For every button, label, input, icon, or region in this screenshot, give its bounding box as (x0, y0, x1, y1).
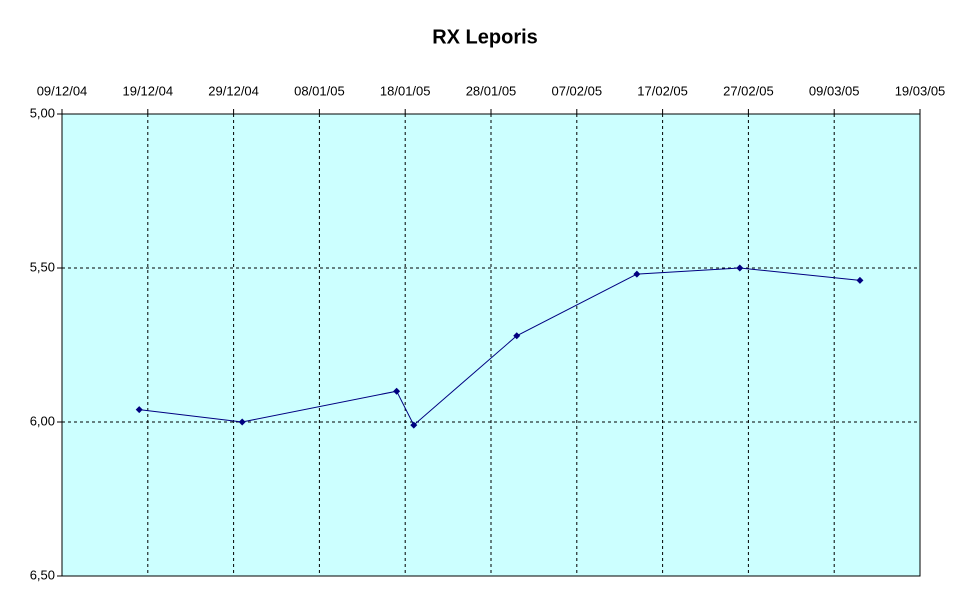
data-point (135, 406, 143, 414)
x-tick-label: 08/01/05 (294, 83, 345, 98)
data-point (393, 387, 401, 395)
y-tick-label: 6,50 (30, 567, 55, 582)
x-tick-label: 19/12/04 (122, 83, 173, 98)
x-tick-label: 09/12/04 (37, 83, 88, 98)
data-point (238, 418, 246, 426)
data-point (513, 332, 521, 340)
chart-title: RX Leporis (432, 26, 538, 48)
y-tick-label: 5,50 (30, 259, 55, 274)
series-line (139, 267, 860, 426)
x-tick-label: 27/02/05 (723, 83, 774, 98)
x-tick-label: 19/03/05 (895, 83, 946, 98)
data-point (856, 276, 864, 284)
x-tick-label: 18/01/05 (380, 83, 431, 98)
data-point (633, 270, 641, 278)
x-tick-label: 29/12/04 (208, 83, 259, 98)
y-tick-label: 6,00 (30, 413, 55, 428)
data-point (736, 264, 744, 272)
x-tick-label: 07/02/05 (551, 83, 602, 98)
x-tick-label: 28/01/05 (466, 83, 517, 98)
y-tick-label: 5,00 (30, 105, 55, 120)
plot-border (61, 113, 921, 577)
x-tick-label: 17/02/05 (637, 83, 688, 98)
data-point (410, 421, 418, 429)
x-tick-label: 09/03/05 (809, 83, 860, 98)
